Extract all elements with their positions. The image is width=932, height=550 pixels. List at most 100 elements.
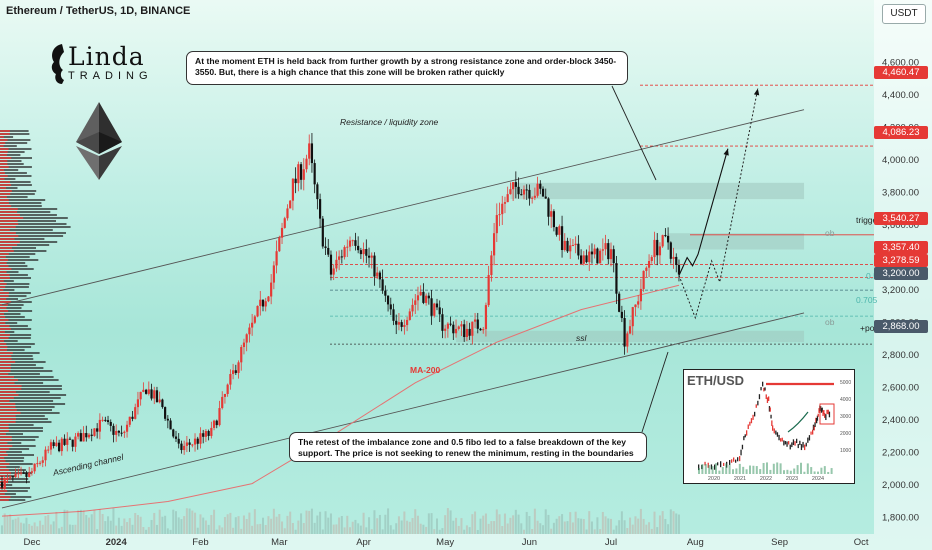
candle-down [161,399,164,408]
volume-profile-bar [0,196,28,198]
inset-volume-bar [769,469,772,474]
volume-bar [351,521,354,534]
volume-profile-bar-up [0,355,12,357]
price-label-3278: 3,278.59 [874,254,928,267]
candle-up [482,329,485,331]
volume-bar [242,515,245,534]
volume-profile-bar [0,151,25,153]
volume-bar [245,518,248,534]
volume-bar [240,528,243,534]
channel-upper-line[interactable] [1,109,805,306]
volume-profile-bar [0,136,14,138]
inset-volume-bar [749,465,751,474]
candle-up [185,442,188,446]
volume-profile-bar-up [0,388,22,390]
volume-bar [286,515,289,534]
trigger-level-label: trigger [856,215,881,225]
volume-profile-bar-up [0,202,9,204]
candle-up [346,246,349,248]
volume-profile-bar [0,334,32,336]
candle-up [82,433,85,442]
inset-candle [769,407,771,412]
inset-volume-bar [772,463,775,474]
volume-profile-bar-up [0,286,6,288]
inset-candle [825,414,827,421]
volume-profile-bar [0,361,46,363]
candle-down [384,290,387,296]
volume-bar [71,524,74,534]
candle-down [427,295,430,299]
volume-bar [539,523,542,534]
volume-bar [41,524,44,534]
volume-bar [291,522,294,534]
volume-profile-bar [0,181,31,183]
inset-candle [827,409,829,415]
volume-bar [498,514,501,534]
inset-volume-bar [728,464,731,474]
volume-profile-bar [0,370,53,372]
price-label-3357: 3,357.40 [874,241,928,254]
brand-logo: Linda TRADING [48,42,148,88]
candle-up [471,321,474,336]
inset-candle [816,415,819,421]
candle-up [14,473,17,478]
candle-up [653,239,656,258]
volume-bar [77,510,80,534]
candle-down [664,235,667,237]
candle-down [327,247,330,255]
volume-profile-bar-up [0,433,6,435]
candle-up [231,370,235,375]
candle-up [637,301,640,305]
candle-up [49,442,53,450]
candle-up [351,240,354,242]
candle-up [639,288,643,302]
poi-level-label: +poi [860,323,877,333]
inset-candle [758,394,761,400]
inset-candle [799,440,801,446]
volume-profile-bar-up [0,280,4,282]
channel-lower-line[interactable] [1,312,805,509]
candle-down [514,182,517,187]
volume-bar [593,529,596,534]
candle-up [305,158,308,170]
price-label-2868: 2,868.00 [874,320,928,333]
inset-candle [802,441,804,448]
inset-candle [794,441,796,446]
ma200-line[interactable] [1,284,680,517]
y-tick-label: 1,800.00 [882,513,919,524]
volume-profile-bar-up [0,472,11,474]
volume-bar [153,512,156,534]
time-axis-panel[interactable] [0,534,874,550]
y-tick-label: 3,200.00 [882,285,919,296]
candle-up [533,195,536,198]
volume-profile-bar [0,187,18,189]
candle-down [357,245,360,251]
volume-profile-bar [0,220,56,222]
inset-candle [731,459,733,463]
candle-down [57,442,61,452]
inset-candle [808,435,811,441]
inset-candle [824,412,826,418]
volume-profile-bar-up [0,298,7,300]
volume-profile-bar [0,496,32,498]
volume-bar [229,512,232,534]
currency-selector[interactable]: USDT [882,4,926,24]
volume-bar [28,523,31,534]
volume-bar [123,518,126,534]
inset-volume-bar [708,465,711,474]
volume-profile-bar [0,229,53,231]
volume-bar [49,524,52,534]
volume-bar [161,516,164,534]
volume-bar [327,517,330,534]
candle-up [74,436,77,447]
volume-bar [313,522,316,534]
volume-profile-bar [0,244,50,246]
inset-candle [765,394,767,400]
volume-bar [669,509,672,534]
inset-candle [739,456,741,462]
inset-candle [747,424,749,430]
candle-up [212,420,216,428]
inset-candle [710,464,713,470]
candle-down [71,439,74,447]
